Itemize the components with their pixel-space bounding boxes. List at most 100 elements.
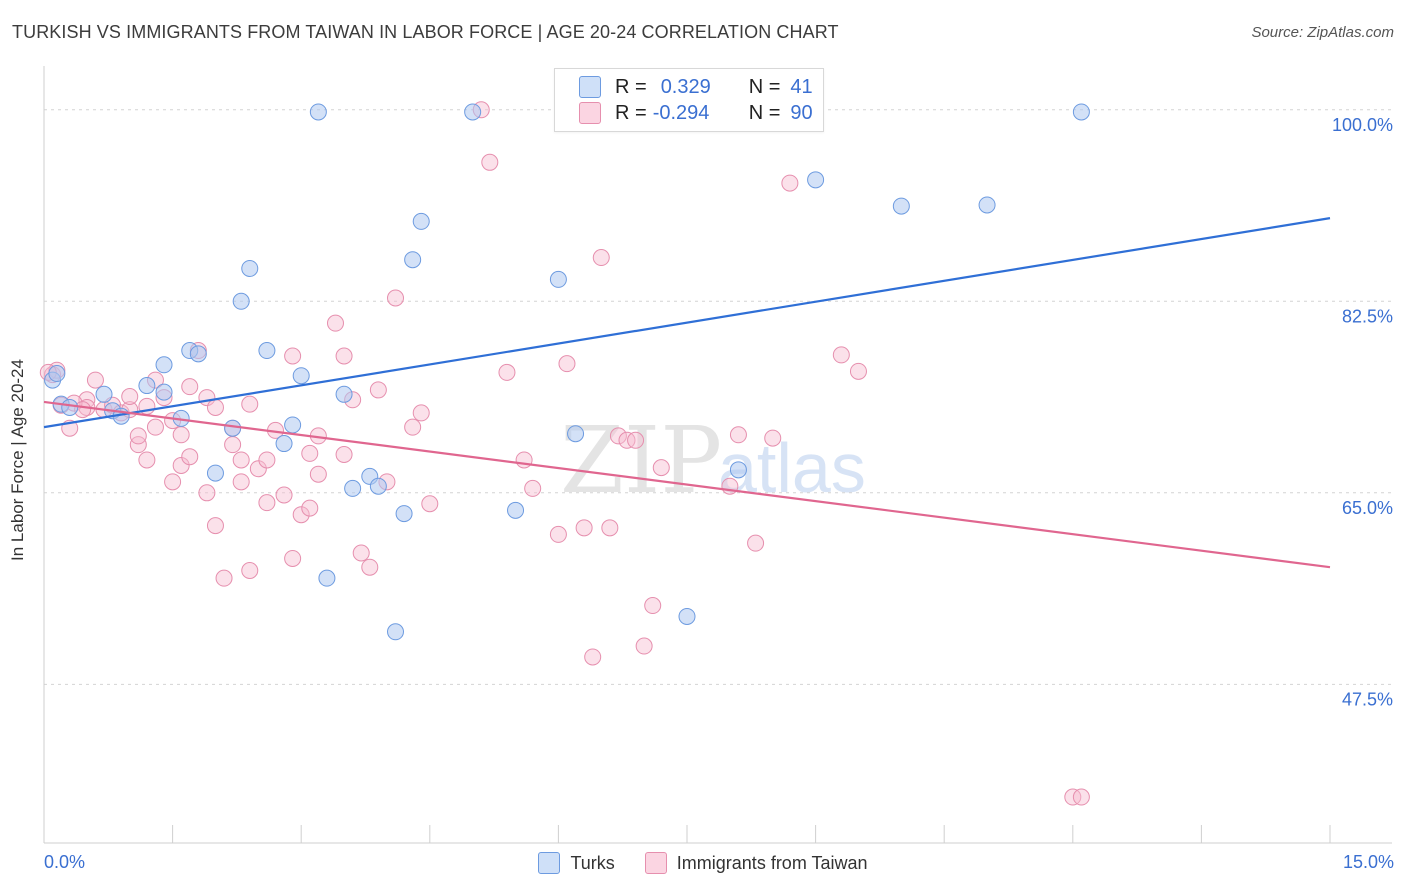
- data-point-taiwan: [138, 451, 156, 469]
- data-point-turks: [507, 501, 525, 519]
- data-point-taiwan: [1064, 788, 1082, 806]
- stats-n-label: N =: [748, 101, 781, 124]
- data-point-taiwan: [258, 451, 276, 469]
- data-point-turks: [258, 342, 276, 360]
- data-point-taiwan: [86, 371, 104, 389]
- data-point-taiwan: [335, 446, 353, 463]
- data-point-turks: [567, 425, 585, 443]
- data-point-taiwan: [301, 499, 319, 517]
- y-axis-label: In Labor Force | Age 20-24: [8, 359, 27, 561]
- y-tick-label: 47.5%: [1342, 689, 1393, 709]
- data-point-taiwan: [1072, 788, 1090, 806]
- data-point-taiwan: [747, 534, 765, 552]
- watermark-zip: ZIP: [560, 407, 722, 514]
- stats-n-value: 90: [790, 101, 813, 124]
- data-point-taiwan: [249, 460, 267, 478]
- data-point-turks: [892, 197, 910, 215]
- data-point-turks: [395, 505, 413, 523]
- y-tick-label: 65.0%: [1342, 498, 1393, 518]
- data-point-turks: [61, 398, 79, 416]
- data-point-taiwan: [764, 429, 782, 447]
- legend-label-turks: Turks: [570, 852, 615, 873]
- data-point-turks: [309, 103, 327, 121]
- data-point-taiwan: [232, 473, 250, 491]
- data-point-taiwan: [224, 436, 242, 454]
- legend-item-turks[interactable]: Turks: [538, 852, 615, 874]
- data-point-taiwan: [326, 314, 344, 332]
- data-point-turks: [549, 270, 567, 288]
- data-point-taiwan: [241, 562, 259, 580]
- data-point-taiwan: [575, 519, 593, 537]
- data-point-turks: [404, 251, 422, 269]
- data-point-turks: [729, 461, 747, 479]
- data-point-taiwan: [369, 381, 387, 399]
- data-point-taiwan: [387, 289, 405, 307]
- data-point-turks: [344, 479, 362, 497]
- data-point-turks: [95, 385, 113, 403]
- data-point-taiwan: [301, 444, 319, 462]
- data-point-turks: [284, 416, 302, 434]
- data-point-taiwan: [481, 153, 499, 171]
- chart-title: TURKISH VS IMMIGRANTS FROM TAIWAN IN LAB…: [12, 22, 839, 42]
- data-point-taiwan: [164, 473, 182, 491]
- chart-legend: Turks Immigrants from Taiwan: [0, 852, 1406, 874]
- y-tick-label: 82.5%: [1342, 306, 1393, 326]
- data-point-taiwan: [849, 362, 867, 380]
- x-tick-label-max: 15.0%: [1342, 852, 1394, 872]
- data-point-turks: [155, 383, 173, 401]
- data-point-taiwan: [284, 549, 302, 567]
- legend-item-taiwan[interactable]: Immigrants from Taiwan: [644, 852, 868, 874]
- data-point-turks: [275, 435, 293, 453]
- turks-swatch: [579, 76, 601, 98]
- data-point-turks: [464, 103, 482, 121]
- data-point-taiwan: [781, 174, 799, 192]
- turks-legend-swatch: [538, 852, 561, 874]
- data-point-turks: [412, 212, 430, 230]
- data-point-turks: [978, 196, 996, 214]
- data-point-taiwan: [412, 404, 430, 422]
- data-point-taiwan: [601, 519, 619, 537]
- stats-n-label: N =: [748, 75, 781, 98]
- data-point-turks: [335, 385, 353, 403]
- trend-line-taiwan: [43, 400, 1331, 569]
- data-point-taiwan: [627, 431, 645, 449]
- stats-n-value: 41: [790, 75, 813, 98]
- data-point-turks: [48, 365, 66, 383]
- data-point-taiwan: [515, 451, 533, 469]
- data-point-taiwan: [498, 363, 516, 381]
- data-point-taiwan: [618, 431, 636, 449]
- data-point-taiwan: [198, 484, 216, 502]
- data-point-taiwan: [275, 486, 293, 504]
- data-point-taiwan: [592, 249, 610, 267]
- data-point-turks: [369, 477, 387, 495]
- data-point-turks: [232, 292, 250, 310]
- data-point-taiwan: [421, 495, 439, 513]
- data-point-turks: [155, 356, 173, 374]
- data-point-taiwan: [335, 347, 353, 365]
- data-point-taiwan: [352, 544, 370, 562]
- x-tick-label-min: 0.0%: [44, 852, 86, 872]
- data-point-turks: [387, 623, 405, 641]
- data-point-taiwan: [609, 427, 627, 445]
- data-point-taiwan: [129, 436, 147, 454]
- data-point-taiwan: [181, 448, 199, 466]
- stats-r-value: 0.329: [660, 75, 711, 98]
- stats-r-label: R =: [615, 75, 647, 98]
- data-point-taiwan: [635, 637, 653, 655]
- data-point-turks: [318, 569, 336, 587]
- legend-label-taiwan: Immigrants from Taiwan: [676, 852, 868, 873]
- data-point-taiwan: [549, 525, 567, 543]
- taiwan-legend-swatch: [644, 852, 667, 874]
- data-point-taiwan: [215, 569, 233, 587]
- data-point-turks: [678, 607, 696, 625]
- data-point-turks: [189, 345, 207, 363]
- data-point-taiwan: [146, 418, 164, 436]
- data-point-taiwan: [129, 427, 147, 445]
- data-point-taiwan: [206, 398, 224, 416]
- data-point-taiwan: [241, 395, 259, 413]
- data-point-taiwan: [181, 378, 199, 396]
- stats-r-label: R =: [615, 101, 647, 124]
- data-point-turks: [224, 419, 242, 437]
- data-point-taiwan: [729, 426, 747, 444]
- stats-r-value: -0.294: [652, 101, 710, 124]
